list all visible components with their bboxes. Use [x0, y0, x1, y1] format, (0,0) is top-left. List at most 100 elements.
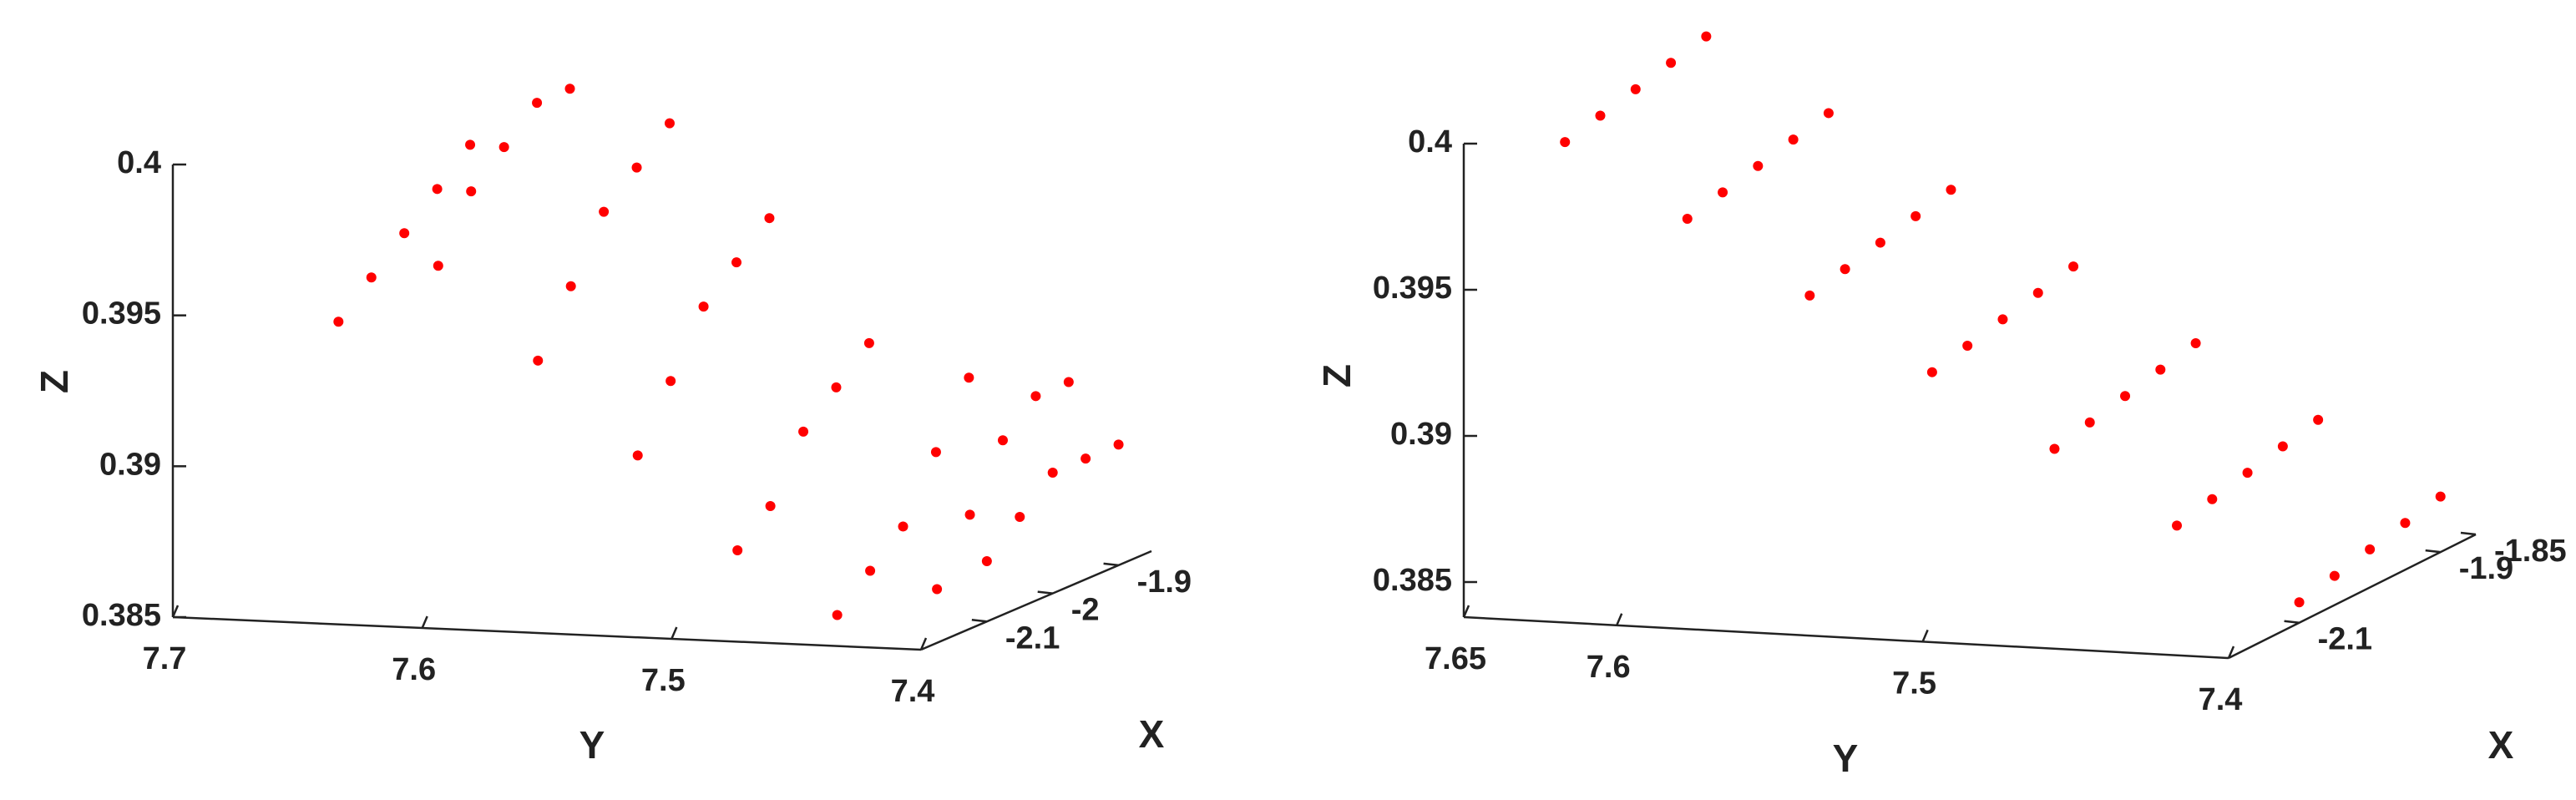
point [1840, 264, 1850, 275]
point [1047, 468, 1058, 478]
y-axis-label: Y [579, 723, 605, 767]
point [632, 450, 643, 461]
point [2277, 441, 2288, 452]
y-tick-label: 7.7 [143, 641, 187, 676]
point [863, 337, 874, 348]
point [1113, 439, 1124, 450]
point [981, 556, 992, 567]
point [666, 376, 676, 387]
x-tick-label: -1.9 [2459, 551, 2513, 586]
x-tick-label: -2.1 [1005, 620, 1060, 656]
point [1718, 187, 1728, 198]
y-axis [1463, 615, 2229, 660]
point [532, 98, 543, 109]
point [565, 281, 576, 291]
point [2329, 570, 2340, 581]
point [432, 184, 443, 195]
point [1701, 31, 1712, 42]
point [2120, 391, 2131, 402]
point [832, 610, 843, 620]
point [732, 545, 743, 556]
z-tick-label: 0.395 [82, 296, 161, 332]
x-axis [2228, 533, 2477, 660]
point [2400, 518, 2411, 529]
point [1910, 210, 1921, 221]
y-tick-label: 7.4 [2199, 682, 2243, 717]
y-tick-label: 7.5 [641, 663, 686, 698]
point [1560, 137, 1571, 148]
z-tick-label: 0.385 [1373, 563, 1452, 598]
point [964, 509, 975, 520]
point [1997, 314, 2008, 325]
y-axis-label: Y [1833, 737, 1859, 780]
point [1630, 84, 1641, 94]
point [2068, 261, 2079, 272]
x-tick-label: -2 [1071, 593, 1100, 628]
x-tick-label: -1.9 [1137, 565, 1192, 600]
y-tick-label: 7.6 [1587, 650, 1631, 685]
point [932, 584, 943, 595]
point [964, 372, 974, 383]
x-axis-label: X [1139, 712, 1165, 756]
point [1753, 160, 1764, 171]
point [1804, 290, 1815, 301]
point [1063, 377, 1074, 387]
point [865, 565, 876, 576]
z-tick-label: 0.4 [1408, 124, 1452, 159]
point [1946, 185, 1956, 195]
y-tick [919, 637, 928, 651]
point [564, 84, 575, 94]
point [1682, 214, 1693, 225]
x-axis-label: X [2488, 723, 2514, 767]
y-tick [671, 626, 678, 640]
point [2049, 443, 2060, 454]
x-tick [2284, 620, 2300, 624]
point [2190, 337, 2201, 348]
point [2435, 491, 2446, 502]
point [1962, 341, 1973, 352]
x-tick [971, 619, 987, 623]
y-tick-label: 7.5 [1892, 666, 1936, 701]
point [599, 206, 610, 217]
point [997, 435, 1008, 446]
x-tick [1037, 590, 1053, 595]
point [930, 447, 941, 458]
point [764, 213, 775, 224]
point [333, 316, 344, 327]
point [2365, 544, 2376, 554]
z-tick-label: 0.39 [99, 447, 161, 482]
point [2294, 597, 2305, 608]
point [1015, 512, 1025, 523]
z-axis-label: Z [1315, 364, 1359, 387]
y-tick [1462, 605, 1470, 618]
y-tick [1616, 613, 1623, 626]
point [399, 228, 410, 239]
y-tick [1921, 629, 1929, 642]
point [466, 186, 477, 197]
z-tick-label: 0.39 [1390, 417, 1452, 452]
point [798, 426, 809, 437]
point [1875, 237, 1885, 248]
point [366, 272, 377, 283]
point [1595, 110, 1606, 121]
x-axis [920, 549, 1152, 651]
y-tick [421, 615, 428, 629]
point [2084, 417, 2095, 428]
point [2313, 414, 2324, 425]
point [2207, 494, 2218, 504]
point [898, 521, 908, 532]
x-tick [2425, 549, 2441, 554]
y-axis [172, 615, 922, 651]
point [1030, 391, 1041, 402]
point [664, 118, 675, 129]
y-tick [2227, 646, 2235, 659]
point [831, 382, 842, 392]
y-tick-label: 7.4 [891, 674, 935, 709]
point [765, 501, 776, 512]
z-tick-label: 0.395 [1373, 271, 1452, 306]
point [631, 162, 642, 173]
point [1666, 58, 1677, 68]
point [498, 142, 509, 153]
point [2032, 287, 2043, 298]
